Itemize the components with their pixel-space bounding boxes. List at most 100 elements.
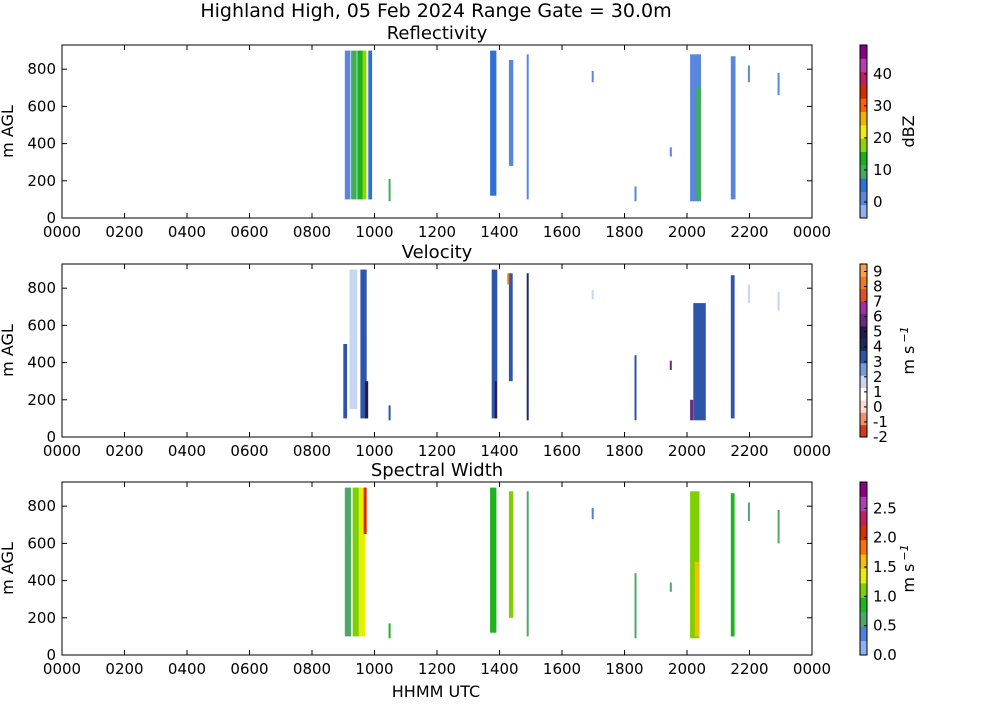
- echo-column: [490, 50, 497, 196]
- x-tick-label: 2200: [730, 442, 768, 460]
- echo-column: [669, 360, 672, 370]
- echo-column: [730, 275, 735, 419]
- echo-column: [388, 623, 391, 639]
- x-tick-label: 0000: [43, 442, 81, 460]
- colorbar-segment: [860, 554, 867, 569]
- x-tick-label: 0400: [168, 660, 206, 678]
- colorbar-tick-label: 5: [873, 323, 883, 341]
- colorbar-tick-label: 0.0: [873, 646, 897, 664]
- colorbar-tick-label: 20: [873, 129, 892, 147]
- colorbar-tick-label: 2.5: [873, 499, 897, 517]
- colorbar-frame: [859, 44, 868, 219]
- colorbar-segment: [860, 313, 867, 327]
- colorbar-segment: [860, 626, 867, 642]
- y-tick-label: 0: [46, 646, 56, 664]
- x-tick-label: 0000: [793, 660, 831, 678]
- colorbar-tick-label: 2.0: [873, 529, 897, 547]
- x-tick-label: 2200: [730, 660, 768, 678]
- echo-column: [526, 273, 529, 421]
- echo-column: [591, 71, 594, 83]
- colorbar-segment: [860, 178, 867, 192]
- colorbar-segment: [860, 124, 867, 139]
- echo-column: [777, 509, 780, 544]
- colorbar-segment: [860, 568, 867, 584]
- echo-column: [634, 355, 637, 421]
- x-tick-label: 0200: [105, 223, 143, 241]
- echo-column: [358, 487, 366, 637]
- y-tick-label: 400: [27, 572, 56, 590]
- colorbar-label-exponent: −1: [898, 544, 911, 560]
- echo-column: [508, 491, 514, 618]
- colorbar-segment: [860, 98, 867, 113]
- echo-column: [344, 50, 351, 200]
- x-tick-label: 0200: [105, 660, 143, 678]
- echo-column: [344, 487, 352, 637]
- echo-column: [490, 487, 497, 633]
- echo-column: [669, 582, 672, 592]
- colorbar-segment: [860, 597, 867, 613]
- colorbar-tick-label: 8: [873, 278, 883, 296]
- panel-title: Velocity: [402, 242, 473, 263]
- colorbar-tick-label: -1: [873, 413, 888, 431]
- echo-column: [747, 284, 750, 304]
- y-axis-label: m AGL: [0, 105, 17, 158]
- x-tick-label: 1800: [605, 442, 643, 460]
- colorbar-segment: [860, 264, 867, 277]
- y-tick-label: 600: [27, 316, 56, 334]
- y-tick-label: 200: [27, 391, 56, 409]
- colorbar-segment: [860, 191, 867, 206]
- colorbar-segment: [860, 301, 867, 314]
- colorbar-segment: [860, 338, 867, 351]
- echo-column: [494, 381, 497, 419]
- colorbar-frame: [859, 263, 868, 438]
- x-tick-label: 0800: [293, 223, 331, 241]
- panel-title: Reflectivity: [387, 23, 488, 44]
- echo-column: [634, 186, 637, 202]
- echo-column: [365, 381, 369, 419]
- colorbar-tick-label: 40: [873, 65, 892, 83]
- echo-column: [388, 178, 391, 202]
- colorbar-segment: [860, 45, 867, 59]
- x-tick-label: 1400: [480, 442, 518, 460]
- colorbar-label-unit: m s: [899, 564, 918, 593]
- colorbar: 0 10 20 30 40 dBZ: [859, 44, 918, 219]
- echo-column: [360, 269, 367, 419]
- colorbar-tick-label: 2: [873, 368, 883, 386]
- figure-title: Highland High, 05 Feb 2024 Range Gate = …: [200, 0, 671, 22]
- colorbar-segment: [860, 399, 867, 413]
- x-tick-label: 2000: [668, 442, 706, 460]
- echo-column: [690, 399, 694, 421]
- x-tick-label: 1200: [418, 223, 456, 241]
- x-tick-label: 2000: [668, 660, 706, 678]
- y-tick-label: 400: [27, 354, 56, 372]
- echo-column: [747, 65, 750, 83]
- echo-column: [507, 273, 510, 285]
- y-tick-label: 800: [27, 60, 56, 78]
- echo-column: [777, 72, 780, 96]
- plot-area: [62, 264, 812, 437]
- colorbar-segment: [860, 350, 867, 364]
- echo-column: [730, 56, 736, 200]
- echo-column: [690, 273, 697, 344]
- x-tick-label: 1200: [418, 442, 456, 460]
- y-tick-label: 200: [27, 609, 56, 627]
- y-tick-label: 800: [27, 497, 56, 515]
- colorbar-segment: [860, 387, 867, 401]
- colorbar: 0.0 0.5 1.0 1.5 2.0 2.5 m s −1: [859, 481, 918, 664]
- y-tick-label: 200: [27, 172, 56, 190]
- echo-column: [508, 273, 513, 382]
- colorbar-tick-label: 30: [873, 97, 892, 115]
- x-tick-label: 0400: [168, 442, 206, 460]
- x-tick-label: 0000: [793, 442, 831, 460]
- colorbar-label: dBZ: [899, 115, 918, 147]
- echo-column: [591, 508, 594, 520]
- colorbar-frame: [859, 481, 868, 656]
- colorbar-tick-label: 1.0: [873, 587, 897, 605]
- colorbar-segment: [860, 412, 867, 426]
- x-tick-label: 0000: [793, 223, 831, 241]
- colorbar-segment: [860, 482, 867, 497]
- echo-column: [508, 59, 514, 166]
